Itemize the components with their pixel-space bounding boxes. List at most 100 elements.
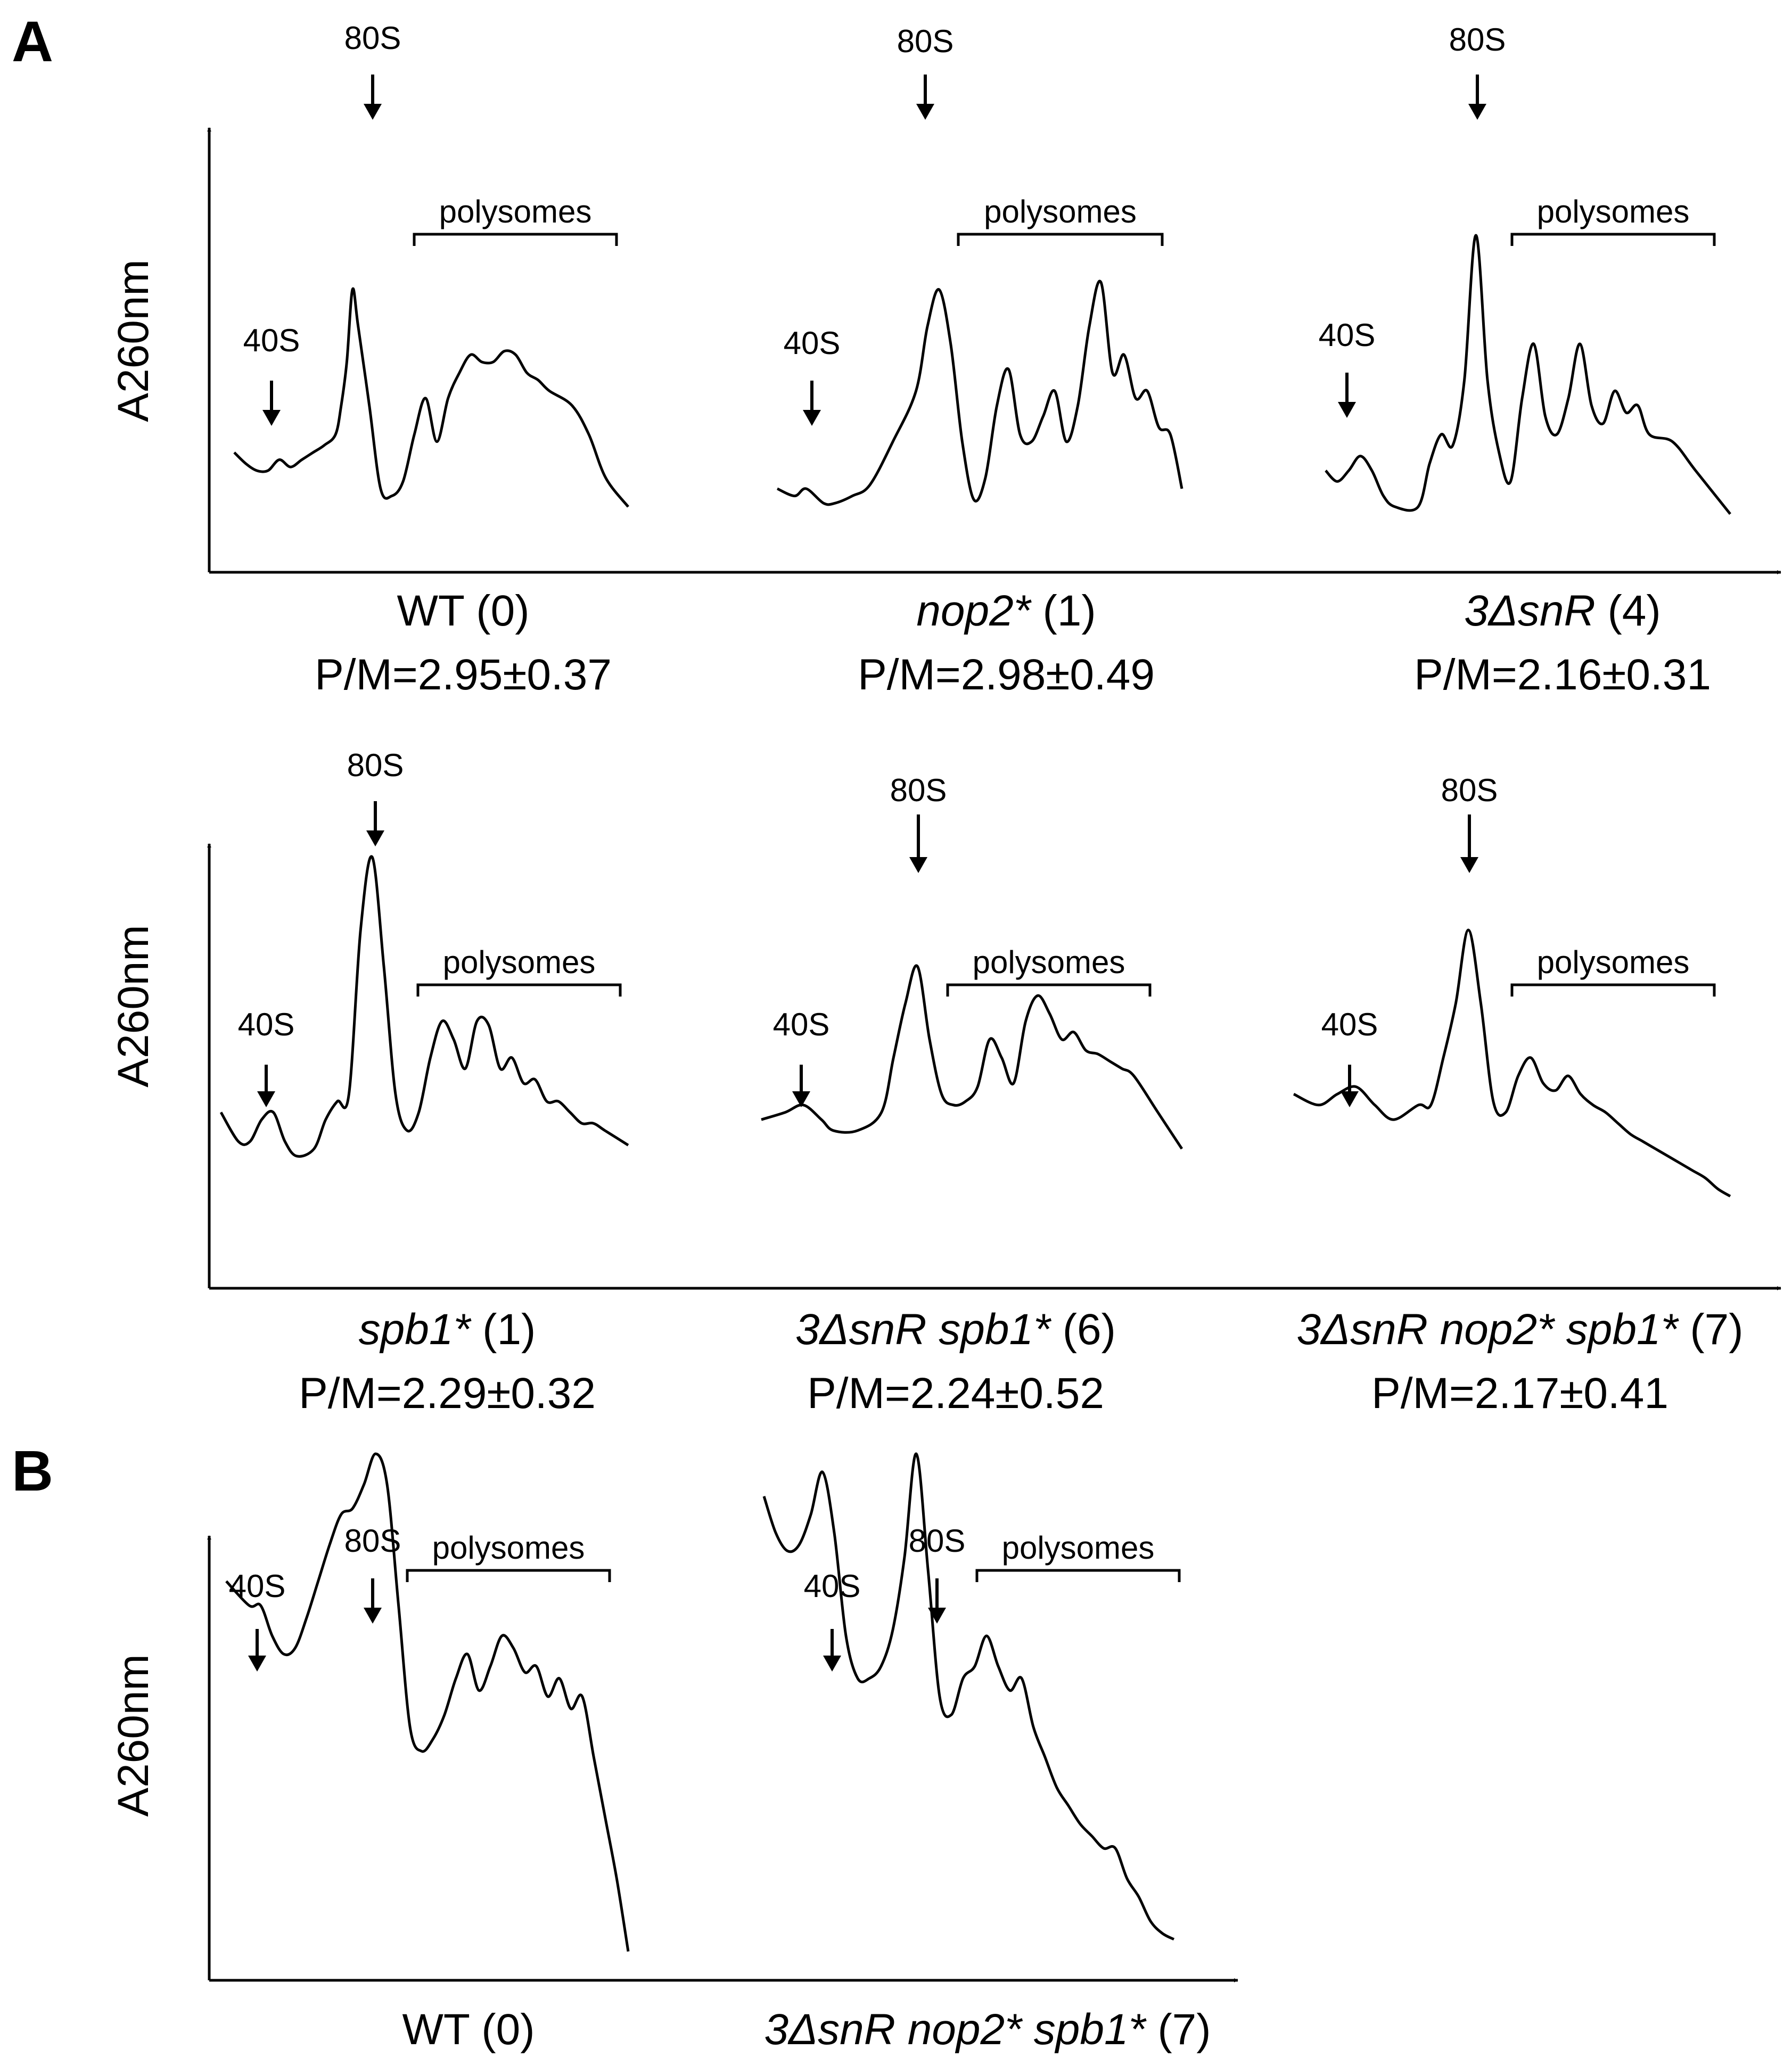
arrow-80s-head bbox=[1460, 857, 1478, 873]
label-polysomes: polysomes bbox=[443, 944, 596, 980]
label-40s: 40S bbox=[804, 1568, 861, 1604]
arrow-40s-head bbox=[248, 1656, 266, 1672]
arrow-40s-head bbox=[803, 410, 821, 426]
label-80s: 80S bbox=[890, 772, 947, 808]
arrow-80s-head bbox=[909, 857, 927, 873]
label-polysomes: polysomes bbox=[973, 944, 1125, 980]
genotype-label: 3ΔsnR nop2* spb1* (7) bbox=[764, 2005, 1211, 2054]
panel-letter-b: B bbox=[12, 1438, 53, 1503]
arrow-40s-head bbox=[1341, 1091, 1359, 1107]
label-80s: 80S bbox=[1449, 22, 1506, 57]
profile-2: 40S 80S polysomes nop2* (1) P/M=2.98±0.49 bbox=[776, 23, 1183, 699]
genotype-label-part: (1) bbox=[470, 1305, 536, 1354]
polysome-profiles: 40S 80S polysomes WT (0) P/M=2.95±0.37 40S 80S… bbox=[219, 20, 1744, 2054]
profile-trace bbox=[225, 1452, 630, 1952]
y-axis-label-row1: A260nm bbox=[109, 259, 158, 422]
profile-3: 40S 80S polysomes 3ΔsnR (4) P/M=2.16±0.31 bbox=[1319, 22, 1731, 699]
profile-7: 40S 80S polysomes WT (0) bbox=[225, 1452, 630, 2054]
profile-5: 40S 80S polysomes 3ΔsnR spb1* (6) P/M=2.24±0… bbox=[761, 772, 1183, 1418]
genotype-label: 3ΔsnR spb1* (6) bbox=[795, 1305, 1116, 1354]
polysomes-bracket bbox=[416, 983, 622, 997]
arrow-40s-head bbox=[823, 1656, 841, 1672]
genotype-label: spb1* (1) bbox=[359, 1305, 536, 1354]
genotype-label: 3ΔsnR (4) bbox=[1464, 587, 1661, 635]
profile-trace bbox=[233, 287, 629, 508]
profile-trace bbox=[762, 1452, 1175, 1941]
genotype-label-part: (7) bbox=[1146, 2005, 1211, 2054]
label-80s: 80S bbox=[344, 20, 401, 56]
genotype-label-part: WT bbox=[397, 587, 464, 635]
y-axis-label-row2: A260nm bbox=[109, 925, 158, 1087]
label-40s: 40S bbox=[1319, 317, 1376, 353]
genotype-label-part: (1) bbox=[1031, 587, 1096, 635]
profile-trace bbox=[219, 855, 629, 1158]
genotype-label: WT (0) bbox=[402, 2005, 535, 2054]
pm-ratio-label: P/M=2.95±0.37 bbox=[315, 651, 612, 699]
label-polysomes: polysomes bbox=[432, 1530, 585, 1566]
label-40s: 40S bbox=[229, 1568, 286, 1604]
profile-1: 40S 80S polysomes WT (0) P/M=2.95±0.37 bbox=[233, 20, 629, 699]
label-polysomes: polysomes bbox=[984, 194, 1137, 229]
genotype-label: nop2* (1) bbox=[916, 587, 1096, 635]
genotype-label-part: nop2* bbox=[916, 587, 1032, 635]
arrow-80s-head bbox=[1468, 104, 1486, 120]
genotype-label-part: (4) bbox=[1596, 587, 1661, 635]
genotype-label-part: (0) bbox=[464, 587, 530, 635]
label-polysomes: polysomes bbox=[1537, 194, 1690, 229]
arrow-80s-head bbox=[928, 1608, 946, 1624]
genotype-label-part: WT bbox=[402, 2005, 469, 2054]
label-polysomes: polysomes bbox=[439, 194, 592, 229]
polysomes-bracket bbox=[975, 1569, 1181, 1582]
label-80s: 80S bbox=[909, 1523, 966, 1559]
genotype-label-part: (0) bbox=[470, 2005, 535, 2054]
genotype-label-part: spb1* bbox=[359, 1305, 472, 1354]
label-polysomes: polysomes bbox=[1002, 1530, 1155, 1566]
pm-ratio-label: P/M=2.98±0.49 bbox=[858, 651, 1155, 699]
label-40s: 40S bbox=[784, 325, 841, 361]
label-40s: 40S bbox=[1321, 1007, 1378, 1042]
arrow-40s-head bbox=[257, 1091, 275, 1107]
arrow-80s-head bbox=[364, 104, 382, 120]
label-polysomes: polysomes bbox=[1537, 944, 1690, 980]
genotype-label: 3ΔsnR nop2* spb1* (7) bbox=[1296, 1305, 1743, 1354]
arrow-80s-head bbox=[366, 830, 384, 846]
pm-ratio-label: P/M=2.24±0.52 bbox=[807, 1369, 1104, 1418]
polysomes-bracket bbox=[1510, 983, 1716, 997]
profile-trace bbox=[761, 964, 1183, 1150]
panel-letter-a: A bbox=[12, 9, 53, 73]
label-80s: 80S bbox=[347, 747, 404, 783]
profile-trace bbox=[776, 279, 1183, 506]
pm-ratio-label: P/M=2.17±0.41 bbox=[1371, 1369, 1668, 1418]
profile-4: 40S 80S polysomes spb1* (1) P/M=2.29±0.32 bbox=[219, 747, 629, 1418]
genotype-label-part: 3ΔsnR spb1* bbox=[795, 1305, 1052, 1354]
profile-8: 40S 80S polysomes 3ΔsnR nop2* spb1* (7) bbox=[762, 1452, 1211, 2054]
polysomes-bracket bbox=[957, 233, 1164, 246]
pm-ratio-label: P/M=2.29±0.32 bbox=[299, 1369, 596, 1418]
label-40s: 40S bbox=[773, 1007, 830, 1042]
genotype-label-part: 3ΔsnR nop2* spb1* bbox=[1296, 1305, 1679, 1354]
profile-trace bbox=[1293, 928, 1731, 1198]
arrow-80s-head bbox=[916, 104, 934, 120]
arrow-40s-head bbox=[262, 410, 281, 426]
arrow-40s-head bbox=[1338, 402, 1356, 418]
polysomes-bracket bbox=[946, 983, 1152, 997]
y-axis-label-panel-b: A260nm bbox=[109, 1654, 158, 1816]
label-80s: 80S bbox=[344, 1523, 401, 1559]
label-40s: 40S bbox=[243, 323, 300, 358]
genotype-label-part: (6) bbox=[1050, 1305, 1116, 1354]
genotype-label-part: (7) bbox=[1678, 1305, 1744, 1354]
polysomes-bracket bbox=[406, 1569, 611, 1582]
label-40s: 40S bbox=[238, 1007, 295, 1042]
arrow-40s-head bbox=[792, 1091, 810, 1107]
genotype-label: WT (0) bbox=[397, 587, 529, 635]
label-80s: 80S bbox=[1441, 772, 1498, 808]
genotype-label-part: 3ΔsnR nop2* spb1* bbox=[764, 2005, 1147, 2054]
profile-trace bbox=[1325, 234, 1731, 515]
polysomes-bracket bbox=[1510, 233, 1716, 246]
genotype-label-part: 3ΔsnR bbox=[1464, 587, 1595, 635]
polysomes-bracket bbox=[413, 233, 618, 246]
pm-ratio-label: P/M=2.16±0.31 bbox=[1414, 651, 1711, 699]
label-80s: 80S bbox=[897, 23, 954, 59]
